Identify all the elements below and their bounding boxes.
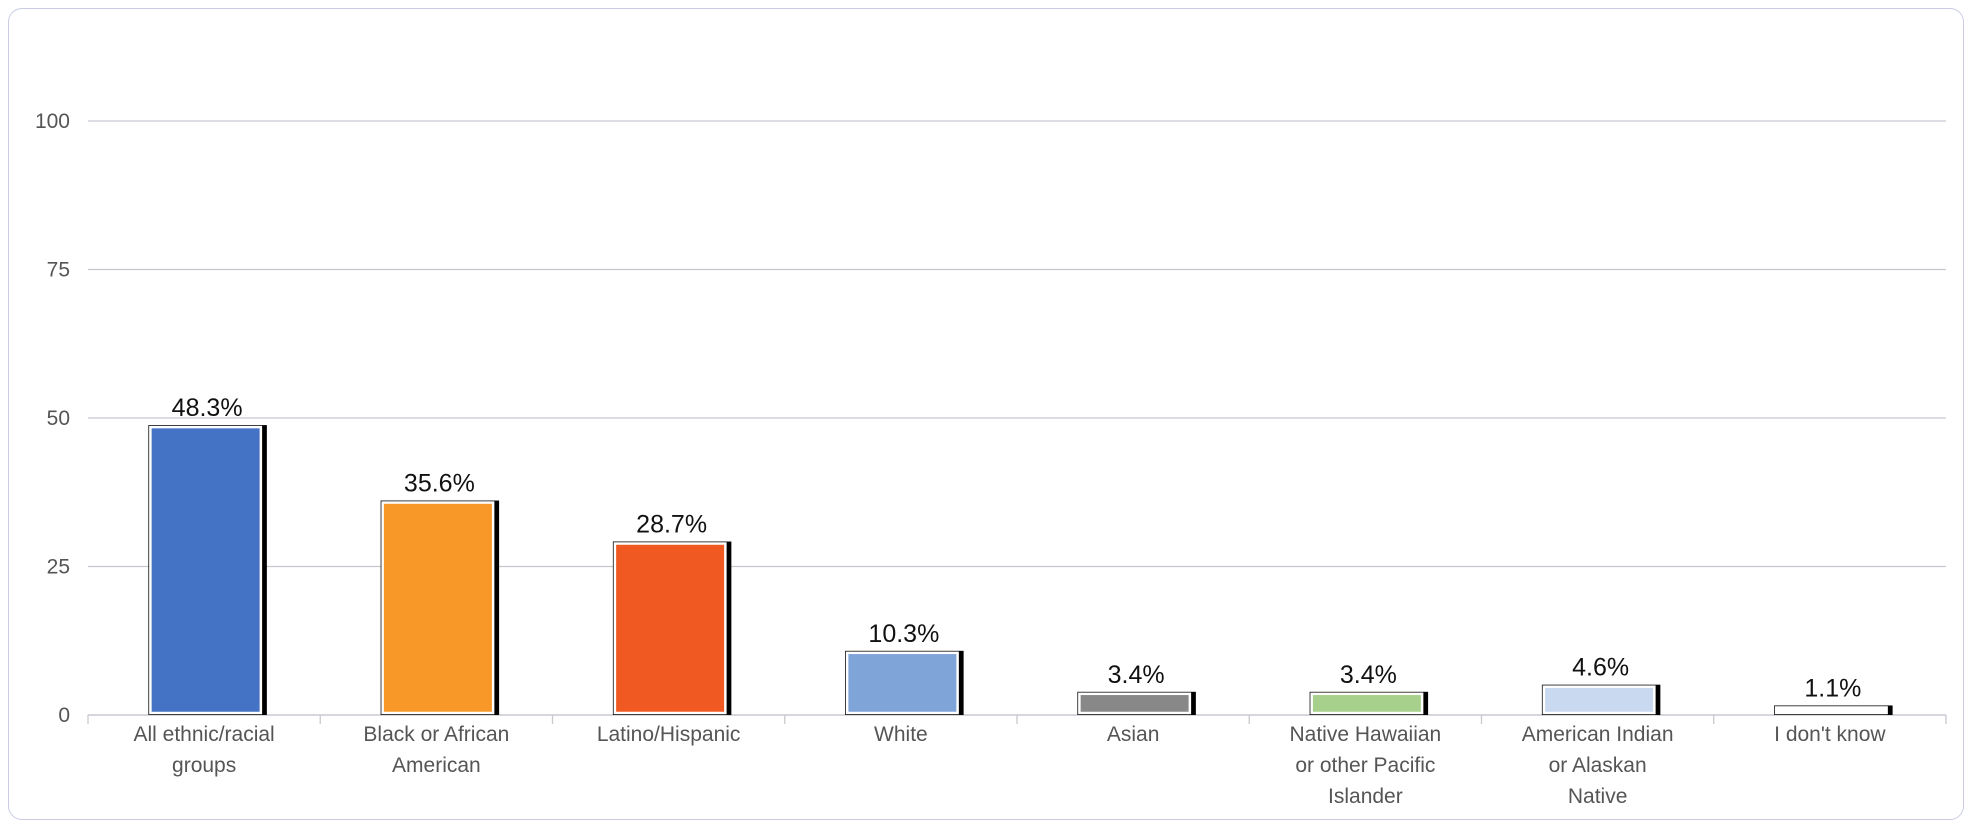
bar-0 bbox=[149, 425, 263, 715]
y-tick-label-75: 75 bbox=[47, 259, 70, 282]
data-label-1: 35.6% bbox=[404, 470, 475, 498]
data-label-7: 1.1% bbox=[1804, 674, 1861, 702]
data-label-2: 28.7% bbox=[636, 511, 707, 539]
category-label-1: Black or African American bbox=[363, 723, 509, 777]
data-label-0: 48.3% bbox=[172, 394, 243, 422]
bar-4 bbox=[1078, 692, 1192, 715]
bars bbox=[148, 425, 1893, 715]
bar-5 bbox=[1310, 692, 1424, 715]
gridlines bbox=[87, 120, 1947, 724]
y-tick-label-50: 50 bbox=[47, 407, 70, 430]
category-label-5: Native Hawaiian or other Pacific Islander bbox=[1290, 723, 1442, 808]
labels: 0 25 50 75 100 48.3% All ethnic/racial groups 35… bbox=[35, 110, 1886, 808]
data-label-6: 4.6% bbox=[1572, 654, 1629, 682]
category-label-3: White bbox=[874, 723, 928, 746]
data-label-5: 3.4% bbox=[1340, 661, 1397, 689]
bar-1 bbox=[381, 501, 495, 715]
y-tick-label-0: 0 bbox=[58, 704, 70, 727]
category-label-0: All ethnic/racial groups bbox=[134, 723, 275, 777]
y-tick-label-100: 100 bbox=[35, 110, 70, 133]
category-label-2: Latino/Hispanic bbox=[597, 723, 741, 746]
category-label-7: I don't know bbox=[1774, 723, 1886, 746]
bar-3 bbox=[845, 651, 959, 715]
bar-7 bbox=[1774, 706, 1888, 715]
bar-2 bbox=[613, 542, 727, 715]
category-label-6: American Indian or Alaskan Native bbox=[1522, 723, 1674, 808]
y-tick-label-25: 25 bbox=[47, 556, 70, 579]
category-label-4: Asian bbox=[1107, 723, 1160, 746]
bar-6 bbox=[1542, 685, 1656, 715]
data-label-3: 10.3% bbox=[868, 620, 939, 648]
data-label-4: 3.4% bbox=[1108, 661, 1165, 689]
chart-frame bbox=[8, 8, 1964, 820]
